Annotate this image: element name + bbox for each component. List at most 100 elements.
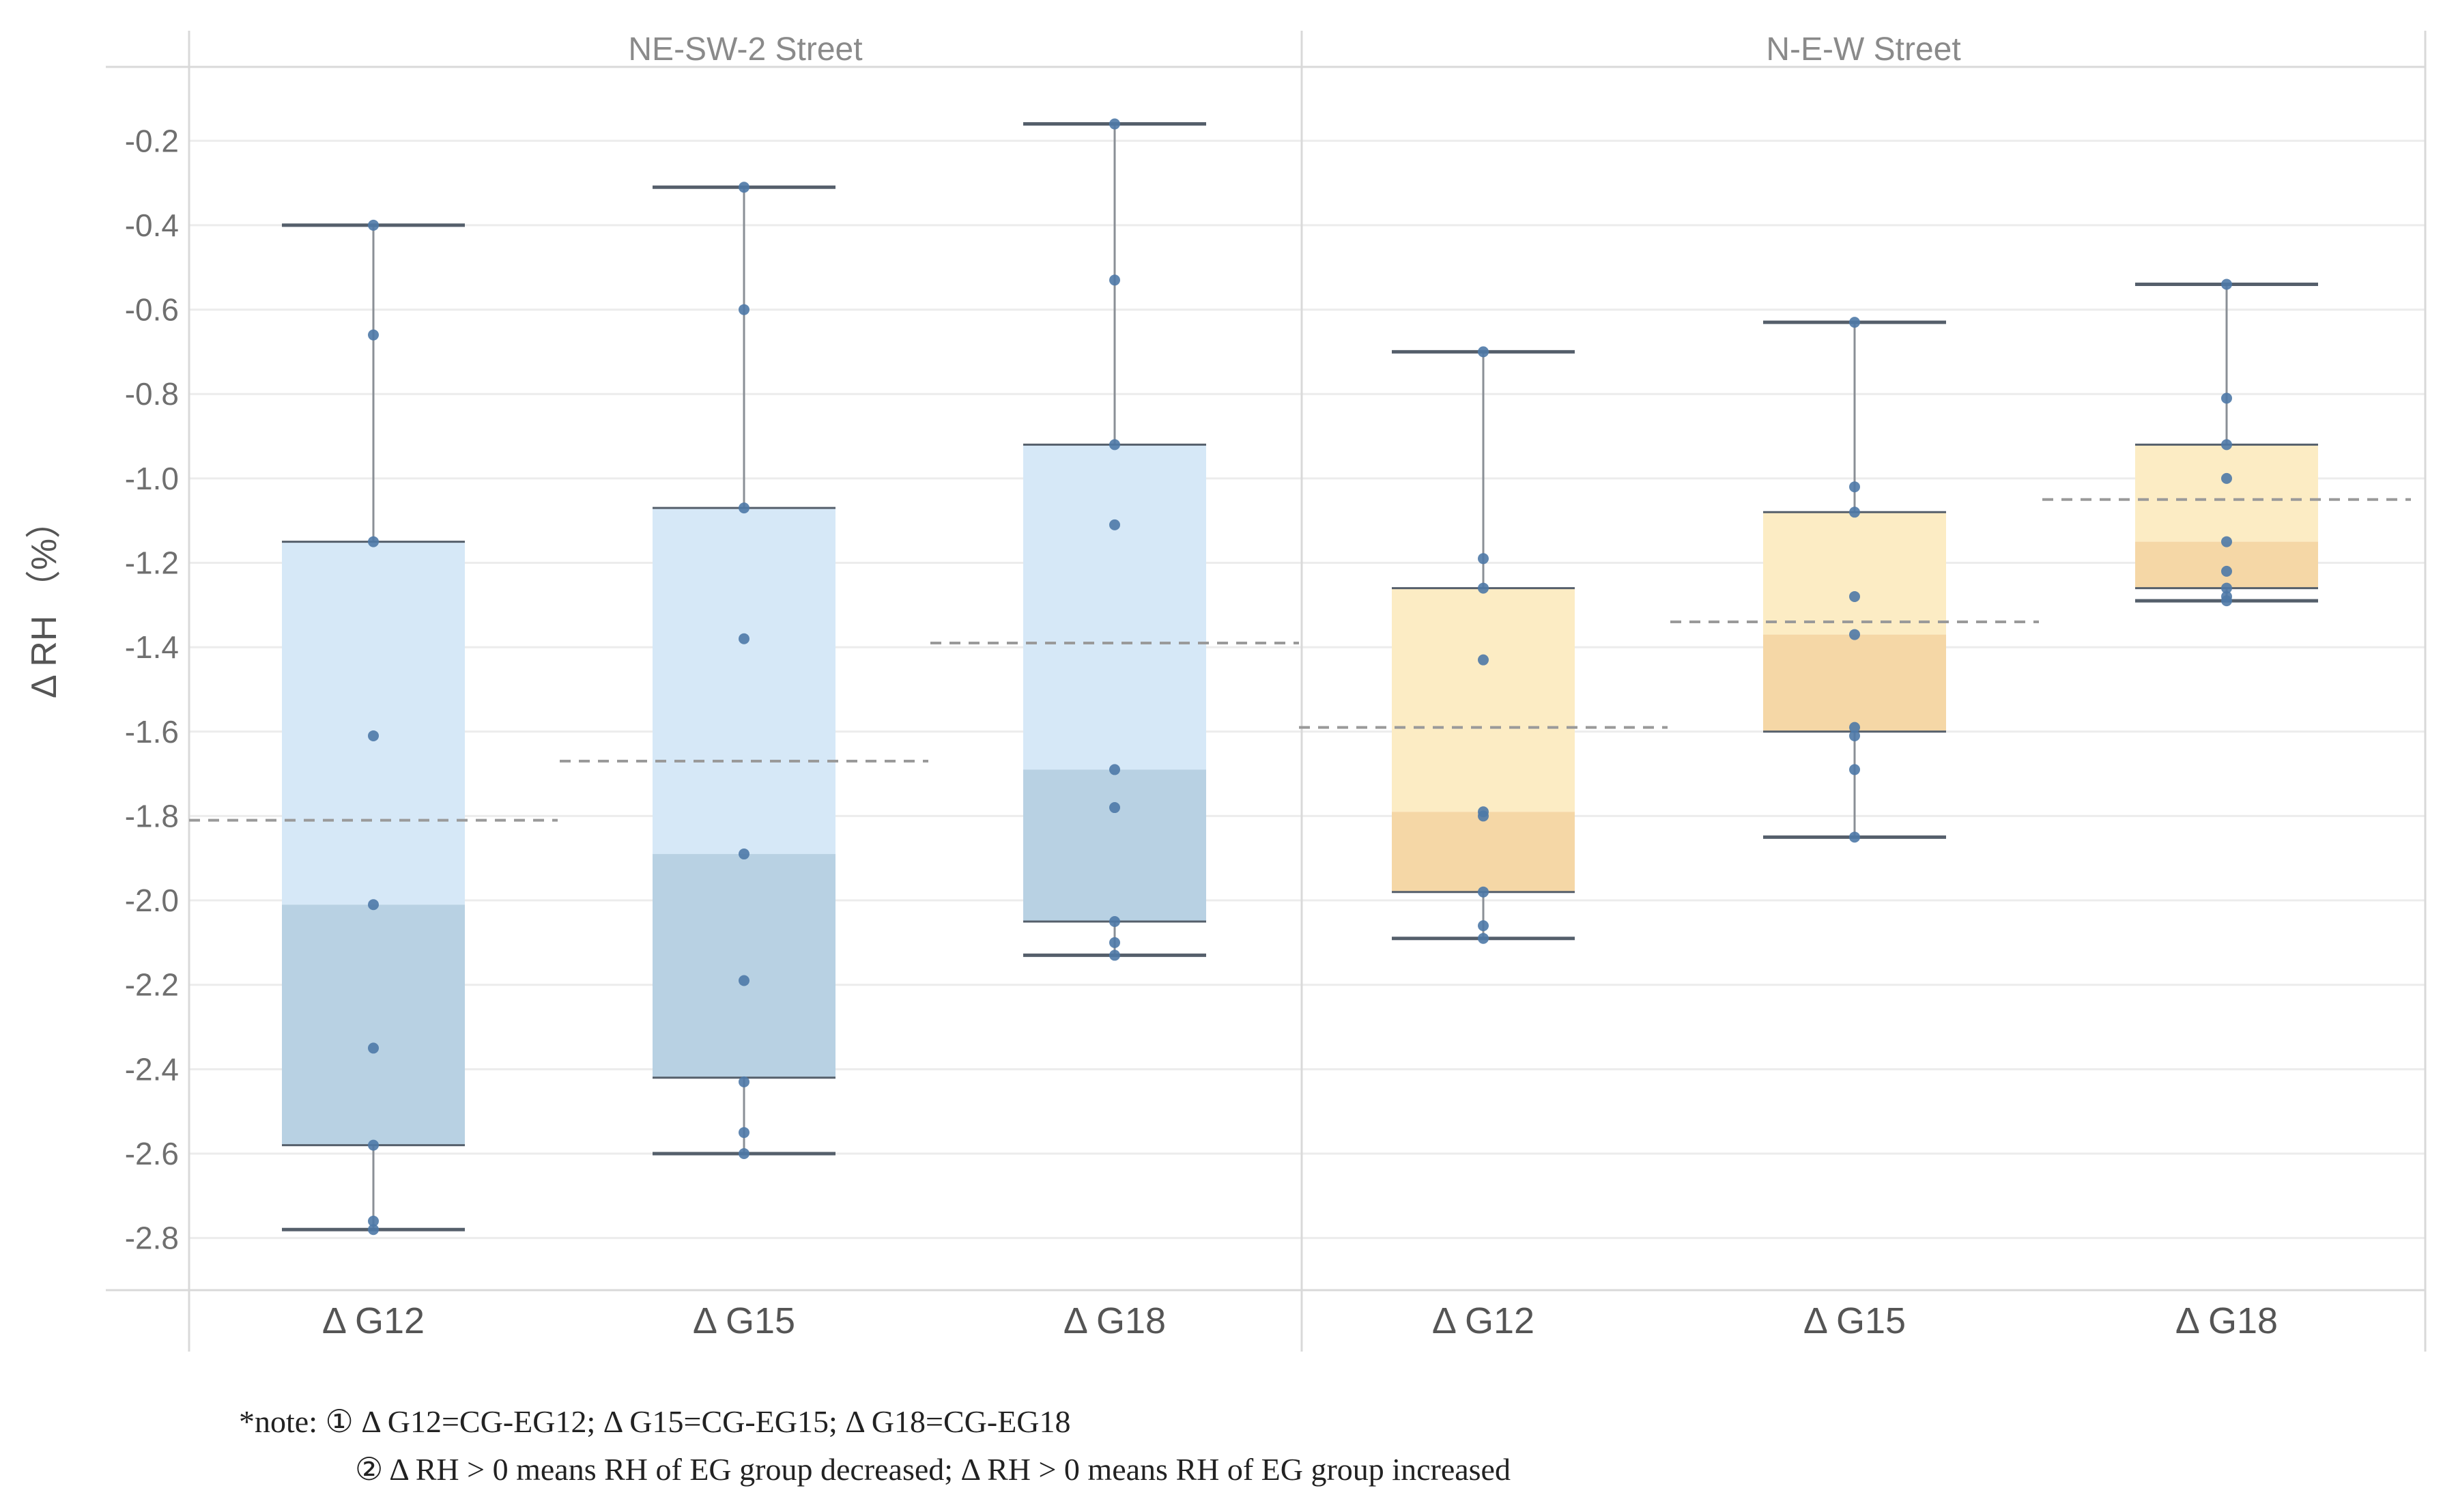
data-point <box>1849 831 1860 843</box>
box-lower <box>2135 541 2318 588</box>
data-point <box>1478 920 1489 932</box>
box-lower <box>653 854 835 1078</box>
data-point <box>739 1127 749 1139</box>
data-point <box>739 848 749 860</box>
data-point <box>739 1147 749 1159</box>
category-label: Δ G12 <box>1432 1300 1534 1341</box>
data-point <box>1478 886 1489 898</box>
note-line-1: *note: ① Δ G12=CG-EG12; Δ G15=CG-EG15; Δ… <box>239 1404 1071 1439</box>
data-point <box>1478 582 1489 594</box>
data-point <box>1478 346 1489 358</box>
data-point <box>1849 590 1860 602</box>
data-point <box>2221 439 2232 451</box>
y-tick-label: -1.4 <box>125 629 179 665</box>
data-point <box>2221 536 2232 547</box>
category-label: Δ G18 <box>1063 1300 1166 1341</box>
data-point <box>739 502 749 514</box>
data-point <box>1849 507 1860 518</box>
box-upper <box>1023 444 1206 770</box>
data-point <box>1478 932 1489 944</box>
data-point <box>2221 393 2232 404</box>
data-point <box>2221 595 2232 607</box>
box-lower <box>1392 812 1575 892</box>
y-tick-label: -2.6 <box>125 1136 179 1171</box>
panel-title: N-E-W Street <box>1766 31 1960 68</box>
data-point <box>1109 764 1120 775</box>
data-point <box>1109 439 1120 451</box>
data-point <box>368 1042 379 1054</box>
y-tick-label: -2.2 <box>125 967 179 1003</box>
data-point <box>739 304 749 315</box>
label-layer: Δ RH （%） -0.2 -0.4 -0.6 -0.8 -1.0 -1.2 -1.4 -1.… <box>25 31 2278 1341</box>
panel-title: NE-SW-2 Street <box>628 31 862 68</box>
data-point <box>1109 915 1120 927</box>
data-point <box>739 1076 749 1087</box>
box-upper <box>1763 512 1946 635</box>
box-upper <box>2135 444 2318 542</box>
box-group <box>1670 317 2039 843</box>
data-point <box>2221 279 2232 290</box>
category-label: Δ G18 <box>2175 1300 2278 1341</box>
data-point <box>1849 764 1860 775</box>
category-label: Δ G15 <box>1803 1300 1906 1341</box>
y-tick-label: -1.0 <box>125 461 179 496</box>
data-point <box>368 1215 379 1227</box>
data-point <box>1109 118 1120 130</box>
y-tick-label: -0.8 <box>125 376 179 412</box>
y-tick-label: -0.6 <box>125 292 179 328</box>
data-point <box>1849 629 1860 640</box>
data-point <box>1109 519 1120 530</box>
data-point <box>1109 950 1120 961</box>
data-point <box>1849 730 1860 741</box>
box-group <box>560 182 928 1159</box>
data-point <box>1109 274 1120 286</box>
data-point <box>368 329 379 341</box>
data-point <box>368 899 379 911</box>
data-point <box>368 219 379 231</box>
y-tick-label: -2.4 <box>125 1051 179 1087</box>
data-point <box>1478 553 1489 565</box>
data-point <box>739 975 749 986</box>
category-label: Δ G15 <box>693 1300 795 1341</box>
data-point <box>2221 565 2232 577</box>
data-point <box>739 182 749 193</box>
box-upper <box>282 541 465 905</box>
data-point <box>1109 937 1120 948</box>
box-upper <box>653 508 835 855</box>
category-label: Δ G12 <box>322 1300 425 1341</box>
box-group <box>1299 346 1668 944</box>
y-tick-label: -1.8 <box>125 798 179 833</box>
data-point <box>739 633 749 644</box>
data-point <box>1849 722 1860 733</box>
data-point <box>1849 481 1860 493</box>
data-point <box>368 536 379 547</box>
y-tick-label: -1.6 <box>125 714 179 750</box>
frame-layer <box>106 31 2427 1352</box>
y-tick-label: -0.4 <box>125 208 179 243</box>
note-line-2: ② Δ RH > 0 means RH of EG group decrease… <box>355 1452 1511 1487</box>
y-tick-label: -0.2 <box>125 123 179 158</box>
data-point <box>2221 582 2232 594</box>
box-layer <box>189 118 2411 1236</box>
box-lower <box>1023 769 1206 922</box>
y-tick-label: -2.8 <box>125 1221 179 1256</box>
y-tick-label: -1.2 <box>125 545 179 580</box>
data-point <box>1109 802 1120 814</box>
y-tick-label: -2.0 <box>125 883 179 918</box>
box-group <box>189 219 558 1236</box>
box-upper <box>1392 588 1575 812</box>
box-group <box>930 118 1299 961</box>
data-point <box>368 730 379 741</box>
data-point <box>1849 317 1860 328</box>
data-point <box>1478 654 1489 666</box>
box-group <box>2042 279 2411 607</box>
data-point <box>368 1224 379 1236</box>
data-point <box>1478 810 1489 822</box>
box-lower <box>1763 634 1946 732</box>
box-lower <box>282 904 465 1145</box>
data-point <box>2221 472 2232 484</box>
data-point <box>368 1139 379 1151</box>
grid-layer <box>189 139 2425 1240</box>
y-axis-label: Δ RH （%） <box>25 503 64 698</box>
